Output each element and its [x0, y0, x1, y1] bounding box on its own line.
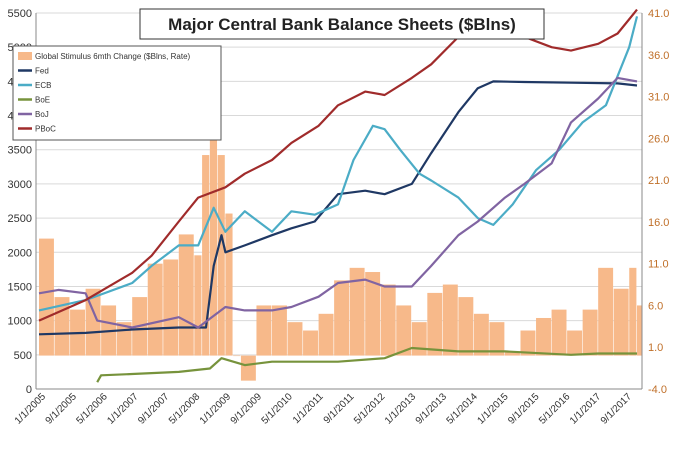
right-tick-label: 11.0 — [648, 259, 669, 271]
legend-label-fed: Fed — [35, 67, 49, 76]
fed-series-line — [38, 80, 638, 336]
right-tick-label: 21.0 — [648, 175, 669, 187]
stimulus-bar — [458, 297, 474, 356]
stimulus-bar — [209, 113, 218, 356]
stimulus-bar — [582, 309, 598, 356]
stimulus-bar — [427, 292, 443, 356]
stimulus-bar — [233, 355, 241, 357]
title-frame — [139, 8, 545, 40]
stimulus-bar — [629, 267, 637, 356]
right-tick-label: -4.0 — [648, 384, 667, 396]
right-tick-label: 41.0 — [648, 8, 669, 20]
stimulus-bar — [551, 309, 567, 356]
stimulus-bar — [613, 288, 629, 356]
stimulus-bar — [271, 305, 287, 356]
left-tick-label: 500 — [14, 350, 32, 362]
stimulus-bar — [567, 330, 583, 356]
boe-series-line — [96, 346, 637, 383]
stimulus-bar — [489, 322, 505, 356]
stimulus-bar — [598, 267, 614, 356]
right-tick-label: 26.0 — [648, 133, 669, 145]
chart-title: Major Central Bank Balance Sheets ($Blns… — [168, 15, 516, 34]
legend-label-pboc: PBoC — [35, 125, 56, 134]
right-tick-label: 16.0 — [648, 217, 669, 229]
stimulus-bar — [163, 259, 179, 356]
stimulus-bar — [442, 284, 458, 356]
stimulus-bar — [202, 155, 210, 356]
line-series — [38, 8, 639, 383]
boj-series-line — [38, 76, 638, 329]
stimulus-bar — [194, 255, 202, 356]
stimulus-bar — [473, 313, 489, 356]
left-tick-label: 1000 — [8, 316, 32, 328]
ecb-series-line — [38, 16, 639, 312]
stimulus-bar — [85, 288, 101, 356]
left-tick-label: 2500 — [8, 213, 32, 225]
right-tick-label: 6.0 — [648, 300, 663, 312]
stimulus-bar — [225, 213, 233, 356]
legend-label-boe: BoE — [35, 96, 50, 105]
stimulus-bar — [365, 272, 381, 356]
stimulus-bar — [536, 317, 551, 356]
left-tick-label: 1500 — [8, 281, 32, 293]
legend-items: Global Stimulus 6mth Change ($Blns, Rate… — [18, 52, 191, 134]
stimulus-bar — [520, 330, 536, 356]
stimulus-bar — [396, 305, 412, 356]
legend: Global Stimulus 6mth Change ($Blns, Rate… — [12, 45, 222, 141]
left-tick-label: 3500 — [8, 145, 32, 157]
stimulus-bar — [318, 313, 334, 356]
legend-swatch-stimulus — [18, 52, 32, 60]
stimulus-bar — [217, 155, 225, 356]
legend-box — [12, 45, 222, 141]
stimulus-bar — [287, 322, 303, 356]
left-tick-label: 5500 — [8, 8, 32, 20]
left-tick-label: 0 — [26, 384, 32, 396]
stimulus-bar — [256, 305, 272, 356]
stimulus-bar — [178, 234, 194, 356]
stimulus-bar — [39, 238, 54, 356]
left-tick-label: 2000 — [8, 247, 32, 259]
left-tick-label: 3000 — [8, 179, 32, 191]
pboc-series-line — [38, 8, 638, 322]
stimulus-bar — [380, 284, 396, 356]
stimulus-bar — [147, 263, 163, 356]
stimulus-bar — [504, 351, 520, 356]
title-box: Major Central Bank Balance Sheets ($Blns… — [139, 8, 545, 40]
right-tick-label: 1.0 — [648, 342, 663, 354]
stimulus-bar — [637, 305, 643, 356]
right-tick-label: 36.0 — [648, 50, 669, 62]
bar-series — [39, 113, 643, 381]
legend-label-boj: BoJ — [35, 110, 49, 119]
legend-label-ecb: ECB — [35, 81, 51, 90]
stimulus-bar — [334, 280, 350, 356]
stimulus-bar — [303, 330, 318, 356]
stimulus-bar — [411, 322, 427, 356]
stimulus-bar — [349, 267, 365, 356]
right-tick-label: 31.0 — [648, 92, 669, 104]
legend-label-global-stimulus-6mth-change-blns-rate: Global Stimulus 6mth Change ($Blns, Rate… — [35, 52, 191, 61]
stimulus-bar — [240, 355, 256, 381]
